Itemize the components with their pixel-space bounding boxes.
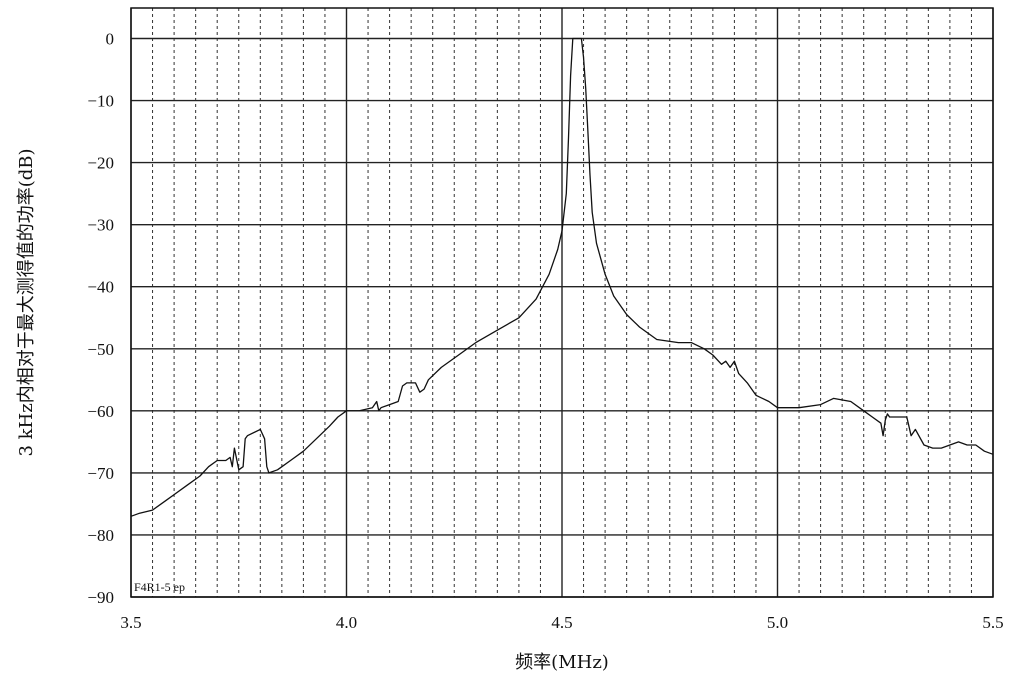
plot-annotation: F4R1-5 ep	[134, 580, 185, 594]
spectrum-line	[130, 37, 994, 517]
x-tick-label: 5.5	[982, 613, 1003, 632]
y-tick-label: −80	[87, 526, 114, 545]
y-axis-label: 3 kHz内相对于最大测得值的功率(dB)	[16, 148, 37, 456]
y-tick-label: −50	[87, 340, 114, 359]
x-tick-label: 3.5	[120, 613, 141, 632]
y-tick-labels: 0 −10 −20 −30 −40 −50 −60 −70 −80 −90	[87, 30, 114, 608]
x-tick-labels: 3.5 4.0 4.5 5.0 5.5	[120, 613, 1003, 632]
plot-frame	[130, 7, 994, 598]
y-tick-label: −20	[87, 154, 114, 173]
y-tick-label: −10	[87, 92, 114, 111]
x-tick-label: 4.0	[336, 613, 357, 632]
minor-grid	[152, 8, 972, 597]
y-tick-label: −90	[87, 588, 114, 607]
y-tick-label: −60	[87, 402, 114, 421]
x-tick-label: 4.5	[551, 613, 572, 632]
y-tick-label: −70	[87, 464, 114, 483]
x-axis-label: 频率(MHz)	[515, 652, 609, 673]
y-tick-label: −40	[87, 278, 114, 297]
x-tick-label: 5.0	[767, 613, 788, 632]
y-tick-label: −30	[87, 216, 114, 235]
y-tick-label: 0	[106, 30, 115, 49]
